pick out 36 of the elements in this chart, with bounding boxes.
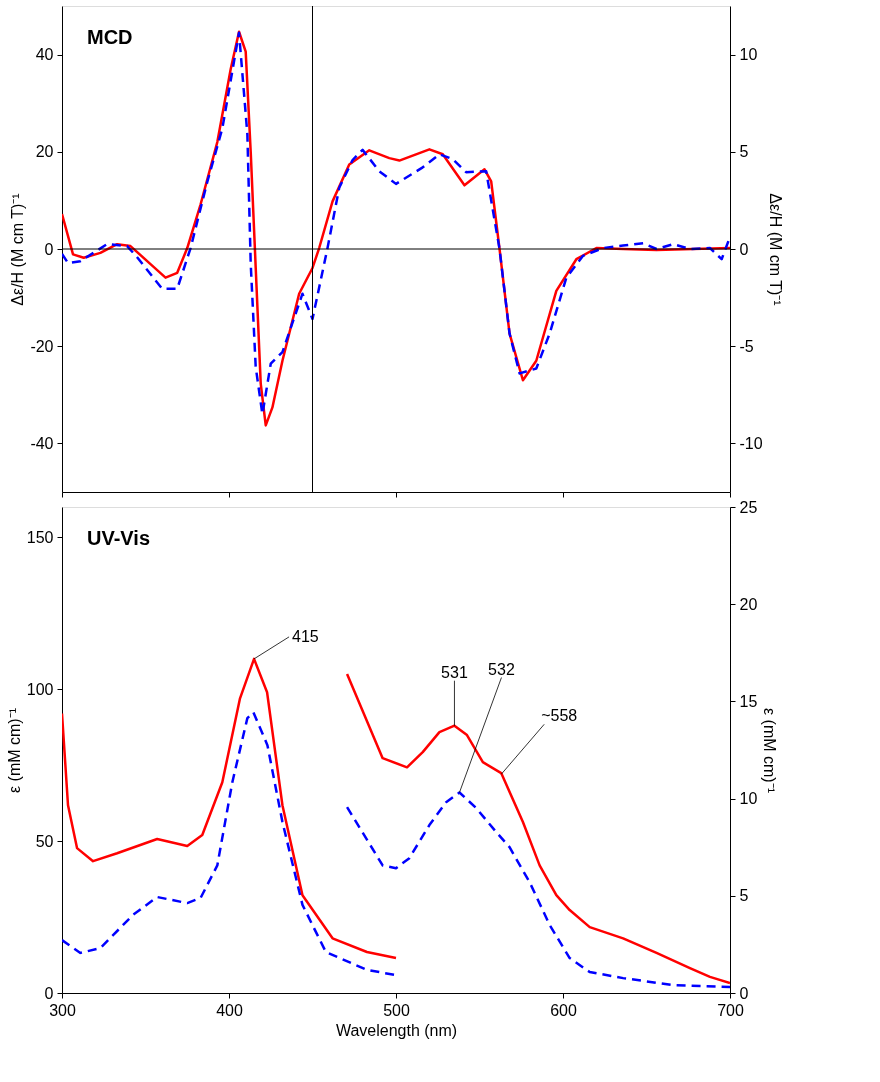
- y-tick-label: -40: [30, 434, 54, 452]
- y-tick-label: 50: [35, 832, 54, 850]
- x-tick-label: 400: [216, 1001, 243, 1019]
- x-axis-title: Wavelength (nm): [335, 1021, 458, 1039]
- annotation: 531: [441, 663, 468, 681]
- y2-tick-label: -5: [739, 337, 754, 355]
- y-tick-label: 100: [26, 680, 54, 698]
- y-tick-label: 20: [35, 143, 54, 161]
- y-axis-title: Δε/H (M cm T)⁻¹: [9, 193, 27, 306]
- x-tick-label: 300: [49, 1001, 76, 1019]
- y2-tick-label: 10: [739, 46, 758, 64]
- y-tick-label: 150: [26, 528, 54, 546]
- annotation: MCD: [87, 26, 133, 48]
- annotation: ~558: [541, 707, 578, 725]
- y-tick-label: 0: [44, 984, 54, 1002]
- y-axis-title: ε (mM cm)⁻¹: [5, 708, 23, 793]
- y2-tick-label: 15: [739, 692, 758, 710]
- x-tick-label: 500: [383, 1001, 410, 1019]
- y2-tick-label: 10: [739, 790, 758, 808]
- y2-tick-label: 20: [739, 595, 758, 613]
- y-tick-label: 0: [44, 240, 54, 258]
- x-tick-label: 700: [717, 1001, 744, 1019]
- y-tick-label: 40: [35, 46, 54, 64]
- y2-tick-label: 0: [739, 240, 749, 258]
- x-tick-label: 600: [550, 1001, 577, 1019]
- annotation: UV-Vis: [87, 527, 150, 549]
- annotation: 532: [488, 660, 515, 678]
- y-tick-label: -20: [30, 337, 54, 355]
- y2-axis-title: Δε/H (M cm T)⁻¹: [766, 193, 784, 306]
- y2-axis-title: ε (mM cm)⁻¹: [761, 708, 779, 793]
- y2-tick-label: 5: [739, 143, 749, 161]
- y2-tick-label: -10: [739, 434, 763, 452]
- y2-tick-label: 5: [739, 887, 749, 905]
- y2-tick-label: 0: [739, 984, 749, 1002]
- y2-tick-label: 25: [739, 498, 758, 516]
- annotation: 415: [292, 627, 319, 645]
